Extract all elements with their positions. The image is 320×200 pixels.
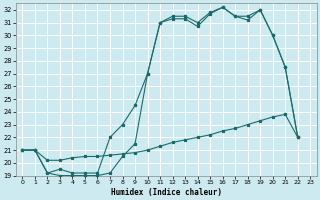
X-axis label: Humidex (Indice chaleur): Humidex (Indice chaleur) [111, 188, 222, 197]
